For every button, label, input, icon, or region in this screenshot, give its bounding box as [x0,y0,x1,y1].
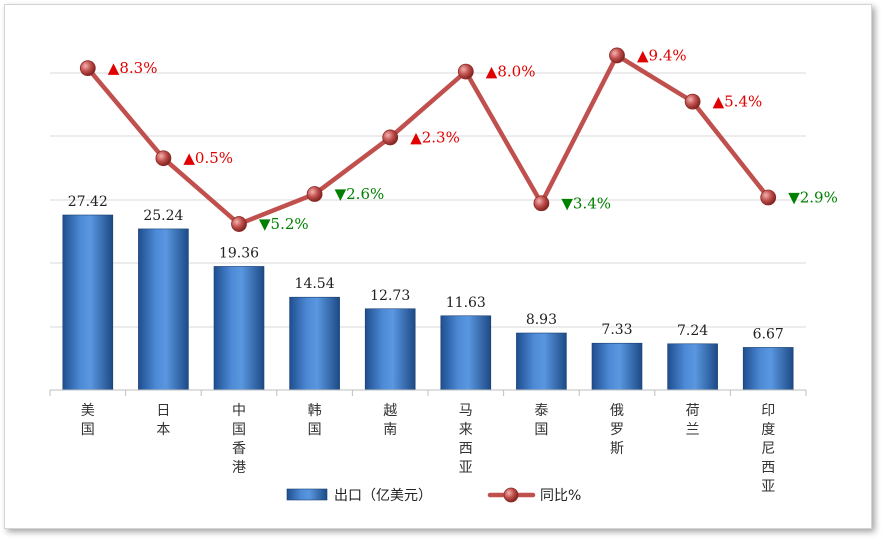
category-char: 韩 [308,403,322,419]
bar-value-label-1: 25.24 [143,208,183,224]
category-char: 兰 [686,422,700,438]
category-char: 亚 [761,479,775,495]
category-char: 印 [761,403,775,419]
category-char: 度 [761,422,775,438]
legend: 出口（亿美元） 同比% [286,487,581,504]
yoy-label-0: ▲8.3% [108,59,158,77]
category-char: 南 [383,422,397,438]
bar-3 [289,296,340,391]
category-label-9: 印度尼西亚 [761,403,775,495]
category-label-4: 越南 [383,403,397,438]
category-char: 国 [232,422,246,438]
category-char: 西 [459,441,473,457]
category-char: 罗 [610,422,624,438]
category-label-5: 马来西亚 [459,403,473,476]
legend-line-marker [503,487,519,503]
yoy-point-1 [155,150,172,167]
category-label-6: 泰国 [534,403,548,438]
bar-value-label-0: 27.42 [68,194,108,210]
category-char: 西 [761,460,775,476]
category-label-3: 韩国 [308,403,322,438]
yoy-label-9: ▼2.9% [788,188,838,206]
category-char: 荷 [686,403,700,419]
legend-line-label: 同比% [540,488,581,504]
bar-value-label-7: 7.33 [601,322,632,338]
bar-value-label-9: 6.67 [753,326,784,342]
yoy-label-3: ▼2.6% [335,185,385,203]
bar-4 [364,308,416,391]
category-char: 泰 [534,403,548,419]
category-char: 亚 [459,460,473,476]
bar-value-label-5: 11.63 [446,295,486,311]
line-series: ▲8.3% ▲0.5% ▼5.2% ▼2.6% ▲2.3% ▲8.0% ▼3.4% ▲9.4%… [79,46,838,233]
yoy-point-7 [609,47,625,64]
bar-7 [591,342,643,391]
yoy-line [85,53,771,227]
yoy-point-2 [231,216,247,232]
category-char: 斯 [610,441,624,457]
yoy-label-6: ▼3.4% [561,194,611,212]
bar-value-label-2: 19.36 [219,245,259,261]
yoy-label-2: ▼5.2% [259,215,309,233]
yoy-label-8: ▲5.4% [713,93,763,111]
category-char: 尼 [761,441,775,457]
bar-9 [742,347,794,391]
bar-value-label-6: 8.93 [526,312,557,328]
category-char: 日 [156,403,170,419]
yoy-label-4: ▲2.3% [410,128,460,146]
bar-series: 27.42 25.24 19.36 14.54 12.73 11.63 8.93 7.33 7.… [62,194,794,391]
bar-value-label-4: 12.73 [370,288,410,304]
yoy-label-7: ▲9.4% [637,46,687,64]
category-char: 越 [383,403,397,419]
category-char: 来 [459,422,473,438]
yoy-point-3 [306,186,323,202]
legend-bar-label: 出口（亿美元） [334,488,432,504]
bar-0 [62,214,114,391]
category-char: 美 [81,403,95,419]
category-char: 本 [156,422,170,438]
bar-8 [667,343,718,391]
bar-6 [516,332,567,391]
category-char: 国 [81,422,95,438]
yoy-point-9 [760,189,777,206]
yoy-label-5: ▲8.0% [486,63,536,81]
category-label-7: 俄罗斯 [610,403,624,457]
category-char: 国 [534,422,548,438]
category-char: 俄 [610,403,624,419]
category-label-2: 中国香港 [232,403,246,476]
category-char: 马 [459,403,473,419]
category-label-8: 荷兰 [686,403,700,438]
bar-value-label-3: 14.54 [295,276,335,292]
bar-1 [138,228,189,391]
yoy-point-8 [684,93,701,110]
category-char: 国 [308,422,322,438]
yoy-point-0 [79,60,96,77]
bar-2 [213,266,265,391]
category-label-1: 日本 [156,403,170,438]
yoy-point-4 [382,129,399,146]
yoy-point-5 [457,63,474,80]
category-char: 香 [232,441,246,457]
category-char: 港 [232,460,246,476]
bar-5 [440,315,492,391]
category-label-0: 美国 [81,403,95,438]
bar-value-label-8: 7.24 [677,323,708,339]
legend-bar-swatch [286,488,328,501]
yoy-label-1: ▲0.5% [183,149,233,167]
yoy-point-6 [533,195,550,212]
category-char: 中 [232,403,246,419]
